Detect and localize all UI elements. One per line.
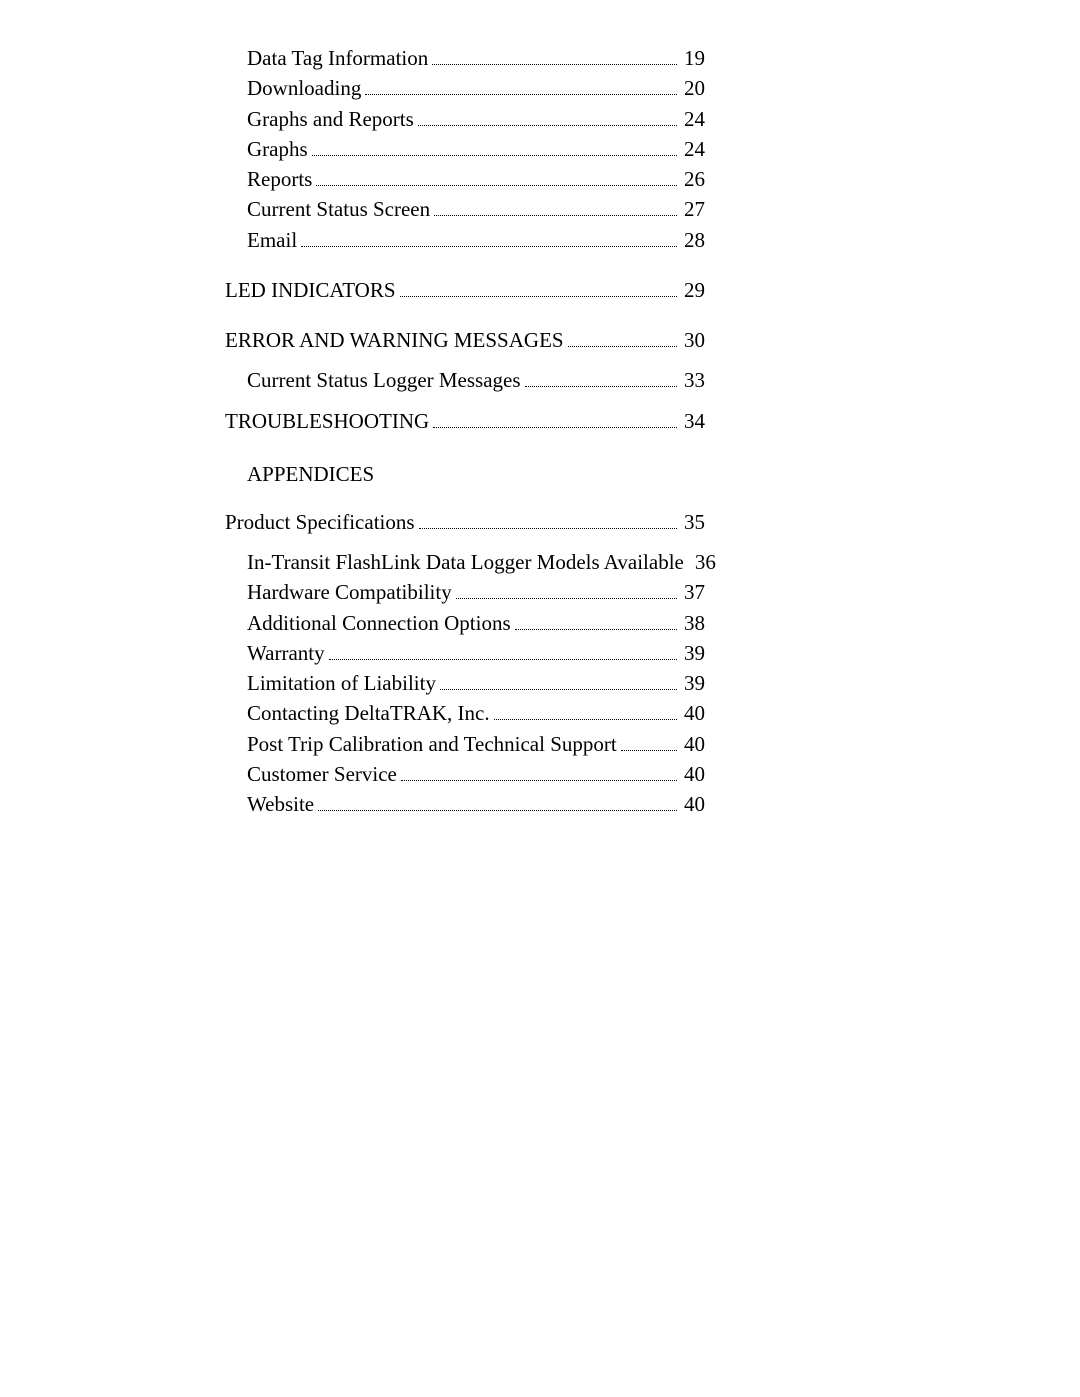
toc-page-number: 39 (681, 640, 705, 666)
toc-title: Current Status Screen (247, 196, 430, 222)
toc-leader (440, 673, 677, 690)
toc-leader (400, 280, 677, 297)
toc-page-number: 24 (681, 106, 705, 132)
toc-leader (525, 371, 677, 388)
toc-leader (312, 139, 677, 156)
toc-title: Post Trip Calibration and Technical Supp… (247, 731, 617, 757)
toc-page-number: 19 (681, 45, 705, 71)
toc-leader (318, 794, 677, 811)
toc-entry: Customer Service 40 (225, 761, 705, 787)
toc-leader (316, 169, 677, 186)
toc-title: Graphs and Reports (247, 106, 414, 132)
toc-entry: In-Transit FlashLink Data Logger Models … (225, 549, 705, 575)
toc-leader (365, 79, 677, 96)
toc-title: Limitation of Liability (247, 670, 436, 696)
toc-title: Website (247, 791, 314, 817)
toc-entry: Data Tag Information 19 (225, 45, 705, 71)
toc-title: Reports (247, 166, 312, 192)
toc-entry: Email 28 (225, 227, 705, 253)
toc-page-number: 30 (681, 327, 705, 353)
toc-leader (434, 200, 677, 217)
toc-entry: Contacting DeltaTRAK, Inc. 40 (225, 700, 705, 726)
toc-title: In-Transit FlashLink Data Logger Models … (247, 549, 684, 575)
toc-title: Hardware Compatibility (247, 579, 452, 605)
toc-leader (494, 704, 677, 721)
toc-leader (621, 734, 677, 751)
toc-entry: Hardware Compatibility 37 (225, 579, 705, 605)
toc-title: Customer Service (247, 761, 397, 787)
toc-leader (419, 512, 677, 529)
toc-page-number: 35 (681, 509, 705, 535)
toc-page-number: 28 (681, 227, 705, 253)
toc-entry: ERROR AND WARNING MESSAGES 30 (225, 327, 705, 353)
toc-leader (568, 330, 677, 347)
toc-entry: Website 40 (225, 791, 705, 817)
toc-title: Warranty (247, 640, 325, 666)
toc-title: LED INDICATORS (225, 277, 396, 303)
toc-leader (456, 583, 677, 600)
toc-page-number: 27 (681, 196, 705, 222)
toc-title: Data Tag Information (247, 45, 428, 71)
toc-page-number: 39 (681, 670, 705, 696)
toc-page-number: 40 (681, 791, 705, 817)
toc-title: Additional Connection Options (247, 610, 511, 636)
toc-title: Downloading (247, 75, 361, 101)
toc-page-number: 24 (681, 136, 705, 162)
toc-title: Product Specifications (225, 509, 415, 535)
toc-leader (301, 230, 677, 247)
toc-page-number: 40 (681, 731, 705, 757)
toc-page-number: 40 (681, 761, 705, 787)
toc-page-number: 20 (681, 75, 705, 101)
toc-title: Current Status Logger Messages (247, 367, 521, 393)
toc-entry: TROUBLESHOOTING 34 (225, 408, 705, 434)
toc-entry: Post Trip Calibration and Technical Supp… (225, 731, 705, 757)
toc-entry: Current Status Logger Messages 33 (225, 367, 705, 393)
toc-page-number: 36 (692, 549, 716, 575)
appendices-heading: APPENDICES (225, 462, 705, 487)
toc-title: Email (247, 227, 297, 253)
toc-title: TROUBLESHOOTING (225, 408, 429, 434)
toc-leader (433, 411, 677, 428)
toc-entry: Graphs and Reports 24 (225, 106, 705, 132)
toc-leader (432, 48, 677, 65)
toc-page-number: 37 (681, 579, 705, 605)
toc-page-number: 40 (681, 700, 705, 726)
toc-entry: Additional Connection Options 38 (225, 610, 705, 636)
toc-entry: Graphs 24 (225, 136, 705, 162)
toc-leader (418, 109, 677, 126)
toc-entry: LED INDICATORS 29 (225, 277, 705, 303)
toc-entry: Product Specifications 35 (225, 509, 705, 535)
toc-page-number: 38 (681, 610, 705, 636)
toc-entry: Downloading 20 (225, 75, 705, 101)
toc-title: ERROR AND WARNING MESSAGES (225, 327, 564, 353)
toc-entry: Limitation of Liability 39 (225, 670, 705, 696)
toc-entry: Warranty 39 (225, 640, 705, 666)
toc-page-number: 34 (681, 408, 705, 434)
toc-entry: Reports 26 (225, 166, 705, 192)
toc-page-number: 29 (681, 277, 705, 303)
toc-title: Contacting DeltaTRAK, Inc. (247, 700, 490, 726)
toc-page-number: 26 (681, 166, 705, 192)
toc-title: Graphs (247, 136, 308, 162)
toc-leader (329, 643, 677, 660)
toc-page-number: 33 (681, 367, 705, 393)
toc-leader (401, 764, 677, 781)
toc-leader (515, 613, 677, 630)
toc-entry: Current Status Screen 27 (225, 196, 705, 222)
toc-page: Data Tag Information 19 Downloading 20 G… (225, 45, 705, 821)
